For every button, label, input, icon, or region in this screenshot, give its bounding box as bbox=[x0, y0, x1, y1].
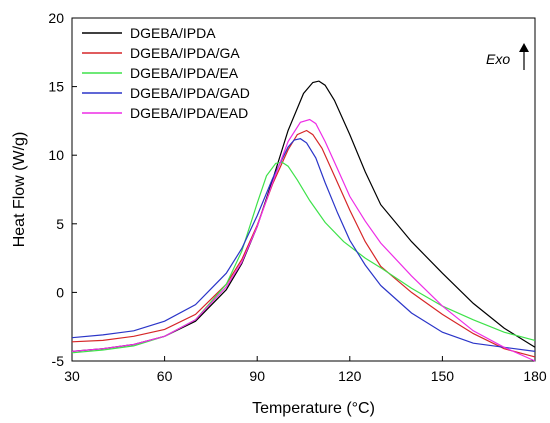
series-line bbox=[71, 118, 536, 362]
legend-label: DGEBA/IPDA/GAD bbox=[130, 85, 250, 101]
series-line bbox=[71, 138, 536, 352]
x-axis-title: Temperature (°C) bbox=[252, 400, 375, 417]
y-tick-label: 5 bbox=[56, 216, 64, 232]
y-tick-label: 0 bbox=[56, 284, 64, 300]
y-tick-label: -5 bbox=[52, 353, 65, 369]
legend-label: DGEBA/IPDA bbox=[130, 25, 216, 41]
exo-arrow-head bbox=[519, 43, 529, 52]
x-tick-label: 180 bbox=[523, 368, 547, 384]
y-axis-title: Heat Flow (W/g) bbox=[11, 132, 28, 248]
x-tick-label: 120 bbox=[338, 368, 362, 384]
exo-label: Exo bbox=[486, 51, 510, 67]
legend-label: DGEBA/IPDA/GA bbox=[130, 45, 240, 61]
x-tick-label: 150 bbox=[431, 368, 455, 384]
y-tick-label: 10 bbox=[48, 147, 64, 163]
x-tick-label: 30 bbox=[64, 368, 80, 384]
series-line bbox=[71, 129, 536, 358]
plot-frame bbox=[71, 17, 536, 362]
legend-label: DGEBA/IPDA/EAD bbox=[130, 105, 248, 121]
x-tick-label: 60 bbox=[157, 368, 173, 384]
y-tick-label: 20 bbox=[48, 10, 64, 26]
y-tick-label: 15 bbox=[48, 79, 64, 95]
series-line bbox=[71, 80, 536, 352]
legend-label: DGEBA/IPDA/EA bbox=[130, 65, 239, 81]
x-tick-label: 90 bbox=[249, 368, 265, 384]
